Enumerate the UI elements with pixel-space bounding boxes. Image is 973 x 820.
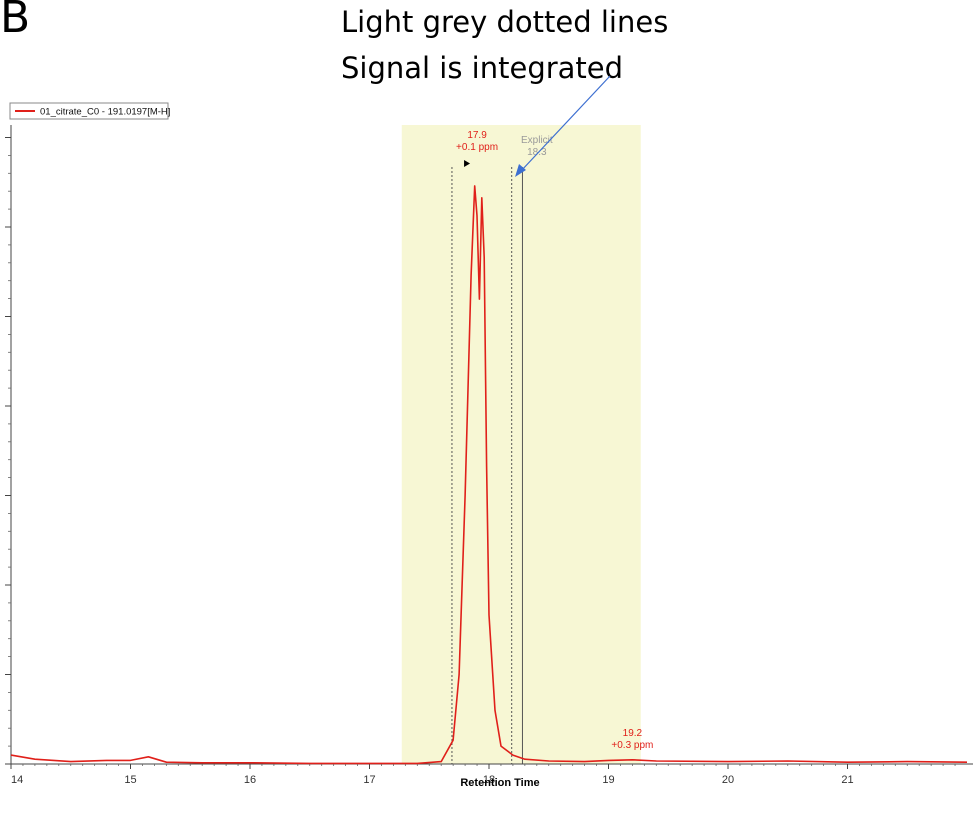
series-line-0	[10, 185, 968, 765]
legend-entry: 01_citrate_C0 - 191.0197[M-H]	[40, 107, 170, 118]
x-tick-label-18: 18	[483, 774, 495, 786]
x-tick-label-21: 21	[841, 774, 853, 786]
legend-box	[9, 102, 169, 120]
x-tick-label-14: 14	[11, 774, 23, 786]
x-tick-label-19: 19	[602, 774, 614, 786]
annotation-label-0: 17.9	[467, 130, 487, 141]
callout-line-2: Signal is integrated	[341, 51, 624, 85]
apex-marker	[464, 160, 471, 167]
callout-arrow-head	[515, 164, 526, 177]
annotation-sublabel-1: 18.3	[527, 147, 547, 158]
trace-layer	[10, 185, 968, 765]
x-tick-label-16: 16	[244, 774, 256, 786]
x-tick-label-17: 17	[363, 774, 375, 786]
annotation-label-2: 19.2	[623, 728, 643, 739]
annotation-sublabel-2: +0.3 ppm	[611, 740, 653, 751]
annotation-label-1: Explicit	[521, 135, 553, 146]
callout-arrow	[515, 75, 611, 177]
boundary-lines-layer	[451, 167, 523, 764]
axes-layer: 14 15 16 17 18 19 20 21	[5, 125, 973, 786]
annotation-sublabel-0: +0.1 ppm	[456, 142, 498, 153]
legend: 01_citrate_C0 - 191.0197[M-H]	[9, 102, 170, 120]
callout-arrow-line	[520, 75, 611, 172]
integration-band	[401, 125, 641, 764]
callout-line-1: Light grey dotted lines	[341, 5, 669, 39]
x-tick-label-20: 20	[722, 774, 734, 786]
panel-letter: B	[0, 0, 31, 43]
x-axis-title: Retention Time	[460, 777, 539, 789]
integration-band-layer	[401, 125, 641, 764]
x-tick-label-15: 15	[124, 774, 136, 786]
